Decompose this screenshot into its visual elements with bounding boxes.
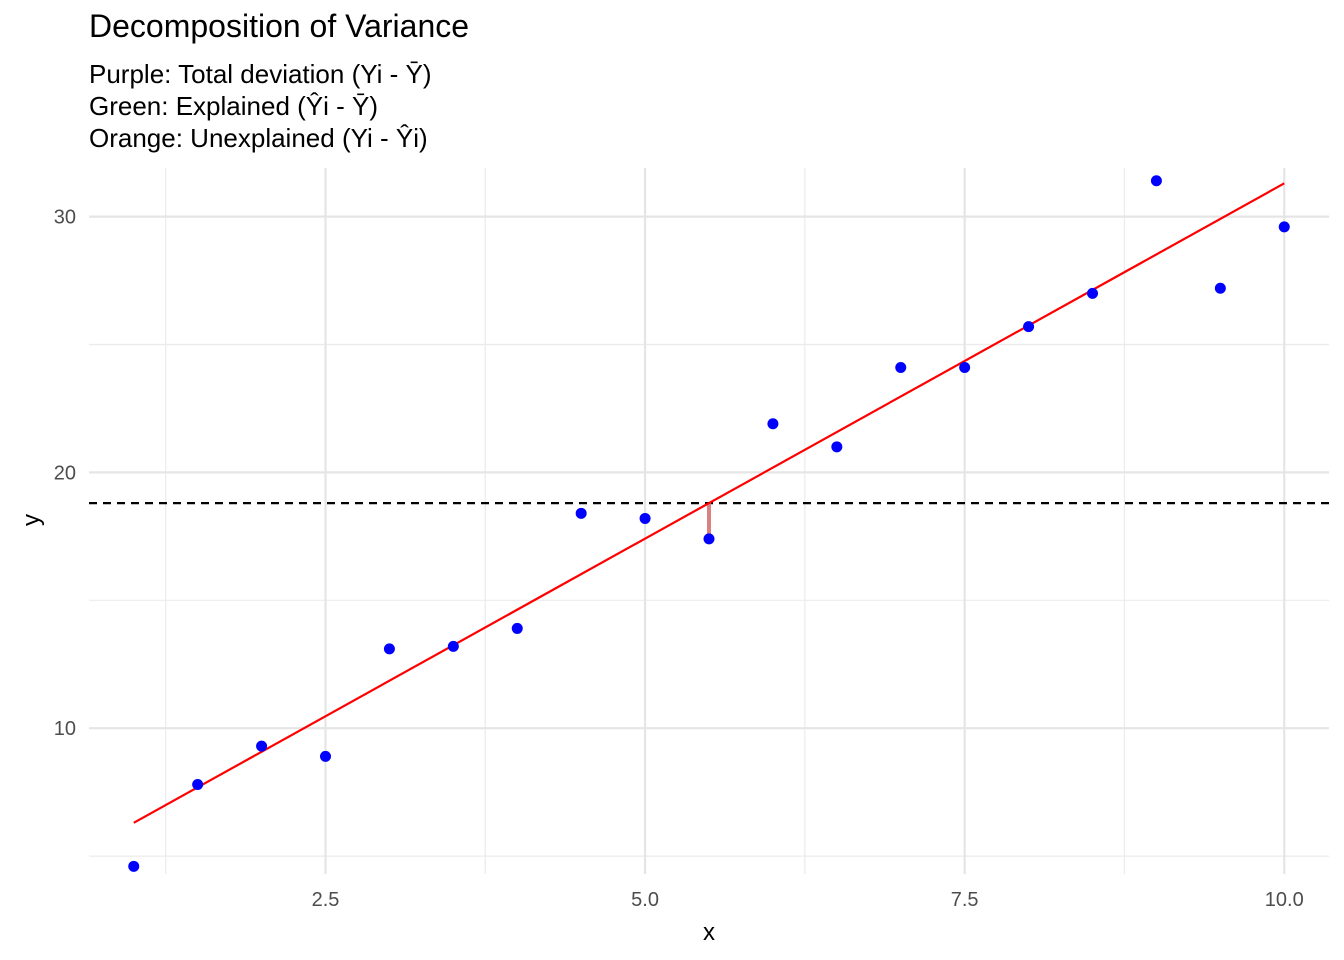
y-axis-ticks: 10 20 30 [54, 207, 76, 741]
data-points [128, 175, 1290, 872]
data-point [895, 362, 907, 374]
subtitle-line-green: Green: Explained (Ŷi - Ȳ) [89, 91, 379, 121]
data-point [575, 507, 587, 519]
x-axis-ticks: 2.5 5.0 7.5 10.0 [312, 889, 1304, 911]
data-point [1278, 221, 1290, 233]
data-point [831, 441, 843, 453]
y-tick-label: 10 [54, 718, 76, 740]
y-tick-label: 20 [54, 462, 76, 484]
data-point [447, 640, 459, 652]
x-tick-label: 5.0 [631, 889, 659, 911]
data-point [1087, 287, 1099, 299]
x-tick-label: 7.5 [951, 889, 979, 911]
y-tick-label: 30 [54, 207, 76, 229]
subtitle-line-purple: Purple: Total deviation (Yi - Ȳ) [89, 59, 432, 89]
chart-title: Decomposition of Variance [89, 8, 470, 44]
y-axis-title: y [18, 514, 45, 526]
x-tick-label: 2.5 [312, 889, 340, 911]
x-axis-title: x [703, 919, 715, 946]
data-point [256, 740, 268, 752]
data-point [767, 418, 779, 430]
grid-minor [89, 168, 1329, 874]
grid-major [89, 168, 1329, 874]
reference-lines [89, 182, 1329, 824]
data-point [192, 778, 204, 790]
subtitle-line-orange: Orange: Unexplained (Yi - Ŷi) [89, 123, 428, 153]
data-point [128, 860, 140, 872]
data-point [319, 750, 331, 762]
data-point [1150, 175, 1162, 187]
data-point [511, 622, 523, 634]
x-tick-label: 10.0 [1265, 889, 1304, 911]
data-point [1214, 282, 1226, 294]
data-point [959, 362, 971, 374]
data-point [383, 643, 395, 655]
data-point [703, 533, 715, 545]
data-point [639, 512, 651, 524]
data-point [1023, 321, 1035, 333]
